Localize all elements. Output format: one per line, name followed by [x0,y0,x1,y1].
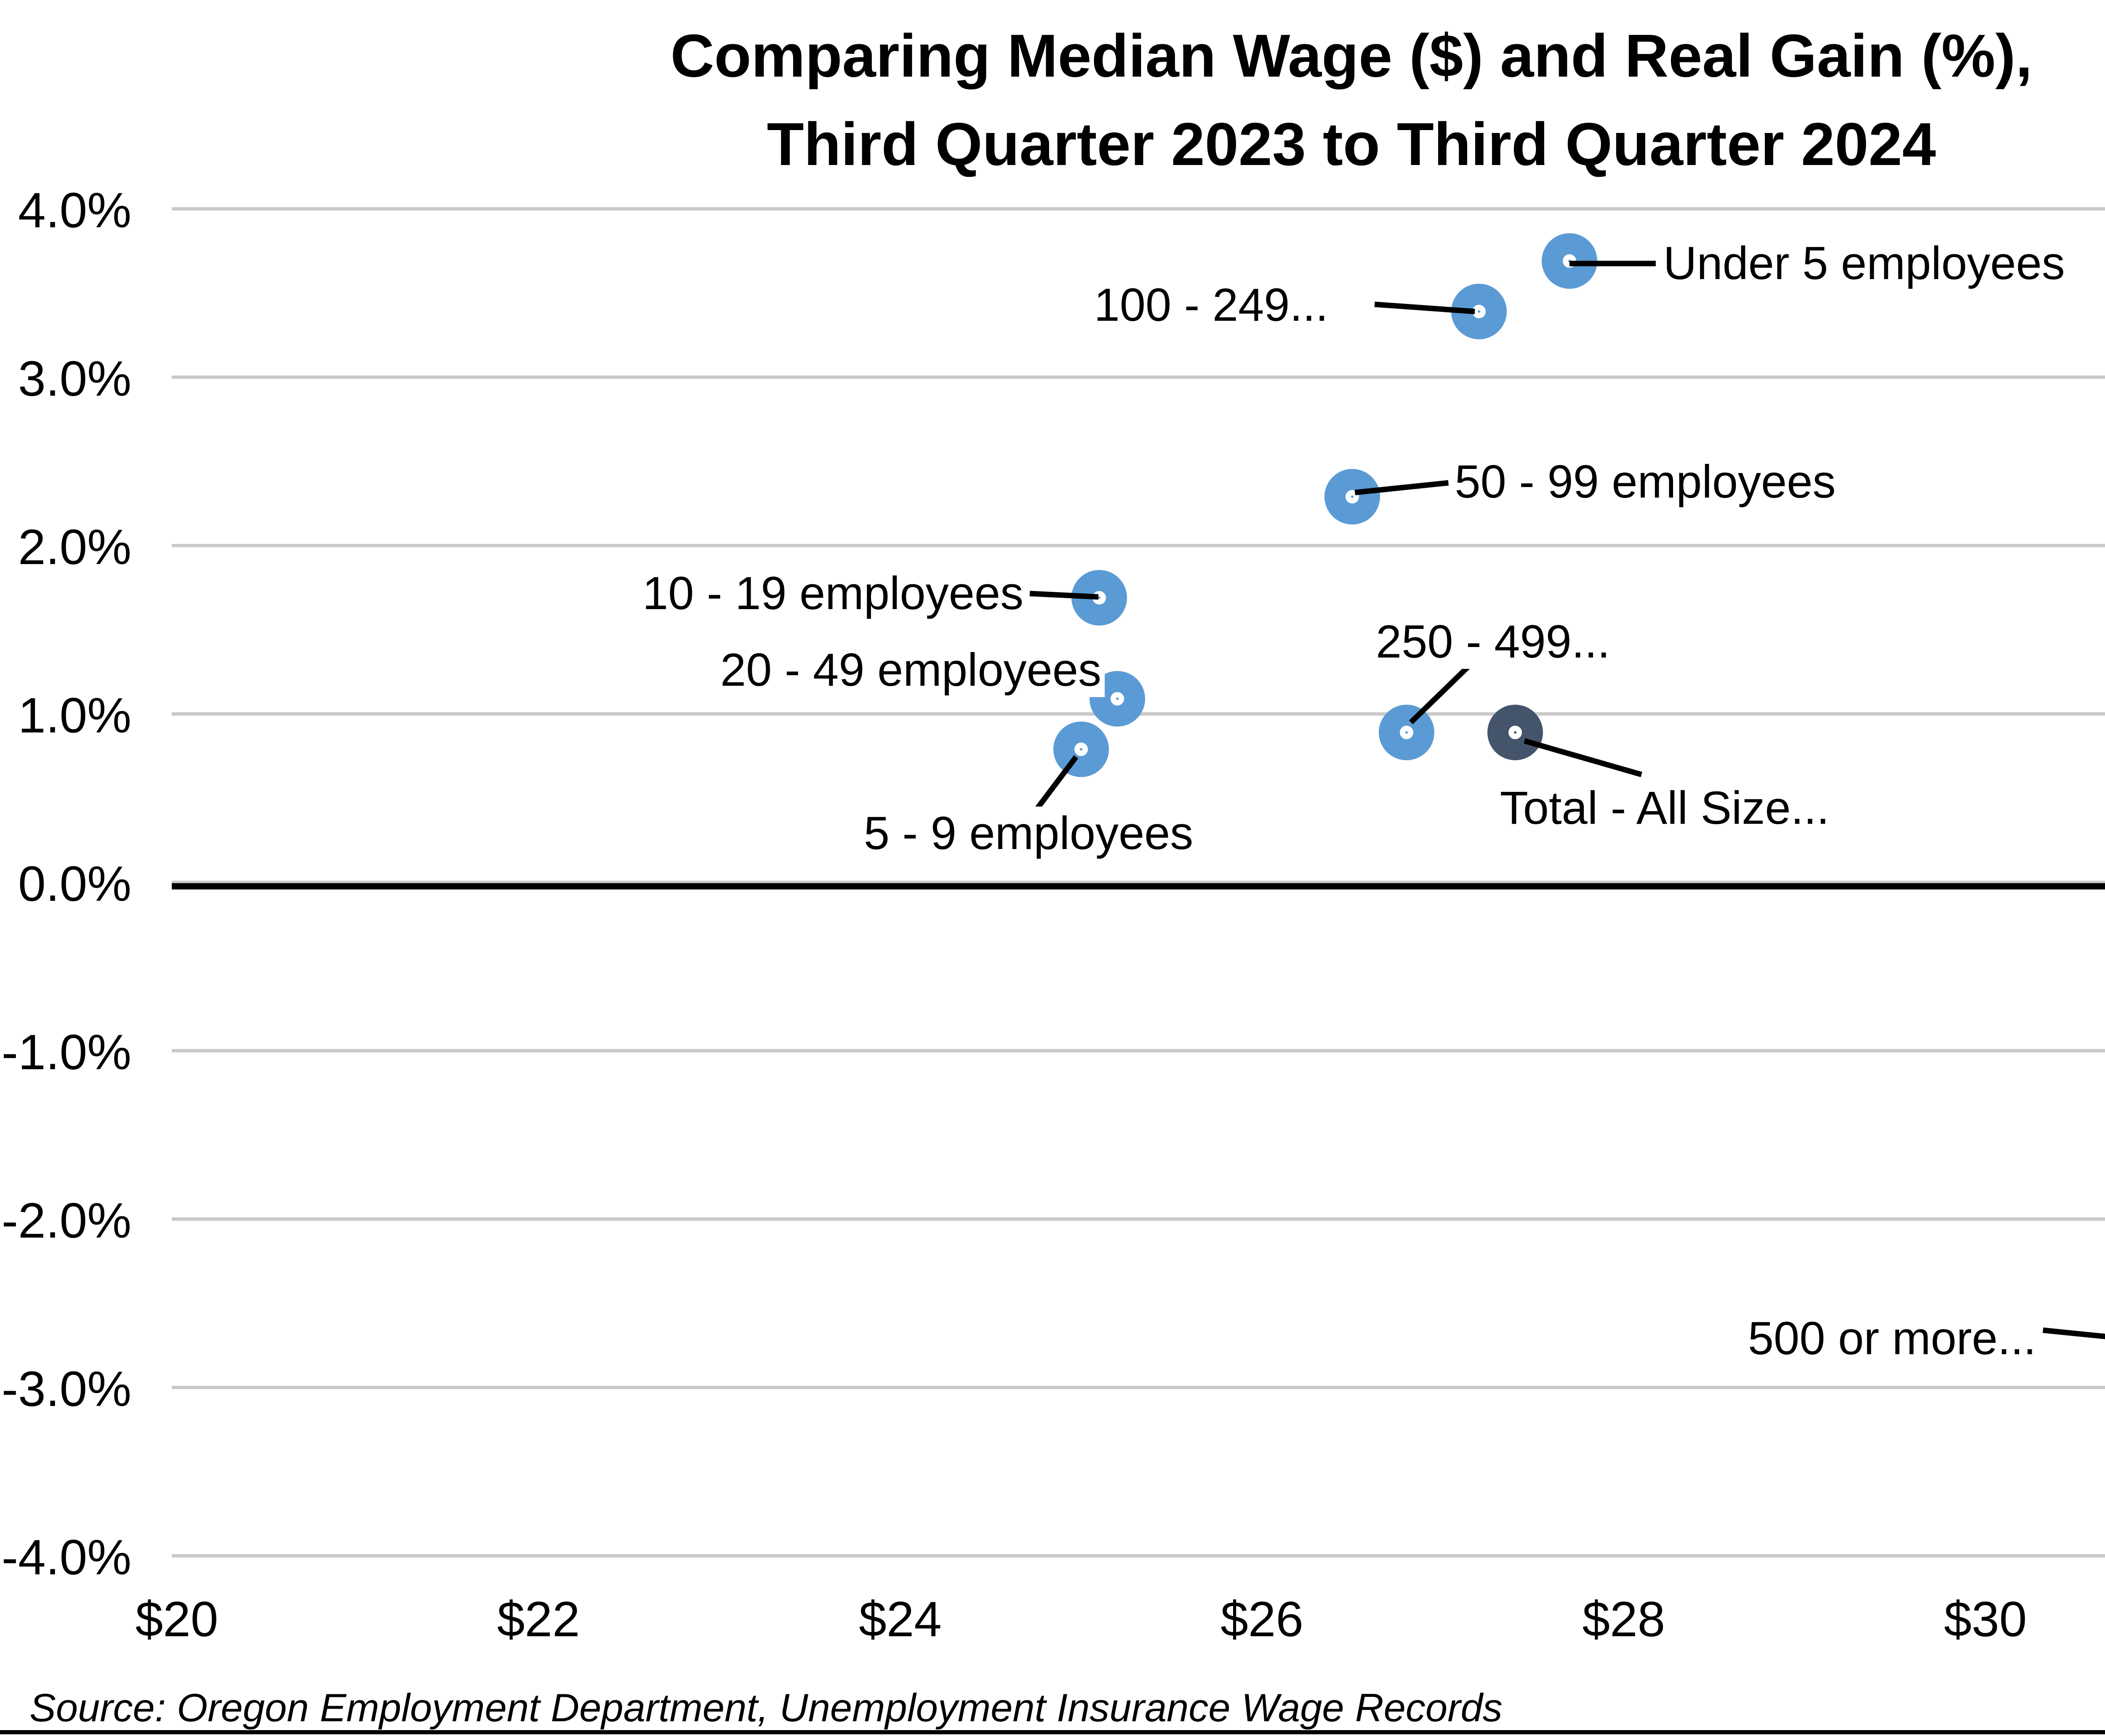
x-tick-label: $28 [1582,1592,1665,1647]
y-tick-label: 2.0% [18,519,131,575]
data-point-label-e10_19: 10 - 19 employees [639,567,1027,620]
gridline-0.0% [172,881,2105,884]
data-point-e50_99 [1324,469,1380,525]
data-point-e10_19 [1071,570,1127,626]
data-point-label-e100_249: 100 - 249... [1090,278,1332,332]
y-tick-label: -4.0% [1,1530,131,1585]
y-tick-label: -2.0% [1,1193,131,1249]
data-point-under5 [1541,233,1597,289]
y-tick-label: 3.0% [18,351,131,407]
x-tick-label: $26 [1220,1592,1304,1647]
x-tick-label: $20 [135,1592,218,1647]
data-point-label-e20_49: 20 - 49 employees [717,643,1105,697]
data-point-ring [1346,490,1359,503]
chart-title-line1: Comparing Median Wage ($) and Real Gain … [670,22,2033,90]
leader-line-e500 [2042,1327,2105,1339]
gridline-2.0% [172,544,2105,547]
leader-line-total [1524,738,1642,777]
data-point-label-e250_499: 250 - 499... [1372,615,1614,669]
y-tick-label: -3.0% [1,1361,131,1417]
y-tick-label: 4.0% [18,183,131,238]
data-point-label-under5: Under 5 employees [1660,237,2068,290]
x-tick-label: $30 [1944,1592,2027,1647]
gridline--2.0% [172,1217,2105,1221]
data-point-e250_499 [1379,705,1435,760]
y-tick-label: -1.0% [1,1025,131,1080]
data-point-label-e500: 500 or more... [1744,1312,2040,1366]
data-point-label-total: Total - All Size... [1496,781,1833,835]
data-point-label-e5_9: 5 - 9 employees [860,807,1197,860]
gridline--4.0% [172,1554,2105,1558]
x-tick-label: $24 [858,1592,942,1647]
data-point-total [1487,705,1543,760]
data-point-ring [1400,726,1414,739]
data-point-e100_249 [1451,284,1507,339]
source-note: Source: Oregon Employment Department, Un… [29,1685,1503,1730]
gridline--3.0% [172,1386,2105,1389]
gridline-3.0% [172,375,2105,379]
data-point-ring [1472,305,1486,318]
data-point-ring [1110,692,1124,706]
zero-axis-line [172,883,2105,889]
data-point-ring [1508,726,1522,739]
y-tick-label: 1.0% [18,688,131,743]
data-point-ring [1092,591,1106,604]
gridline-4.0% [172,207,2105,210]
x-tick-label: $22 [497,1592,580,1647]
bottom-border-line [0,1730,2105,1734]
data-point-ring [1074,743,1088,756]
gridline--1.0% [172,1049,2105,1052]
data-point-ring [1562,254,1576,268]
chart-title-line2: Third Quarter 2023 to Third Quarter 2024 [767,110,1936,178]
data-point-label-e50_99: 50 - 99 employees [1451,455,1839,509]
chart-title: Comparing Median Wage ($) and Real Gain … [299,12,2105,189]
y-tick-label: 0.0% [18,856,131,912]
data-point-e5_9 [1053,722,1109,777]
